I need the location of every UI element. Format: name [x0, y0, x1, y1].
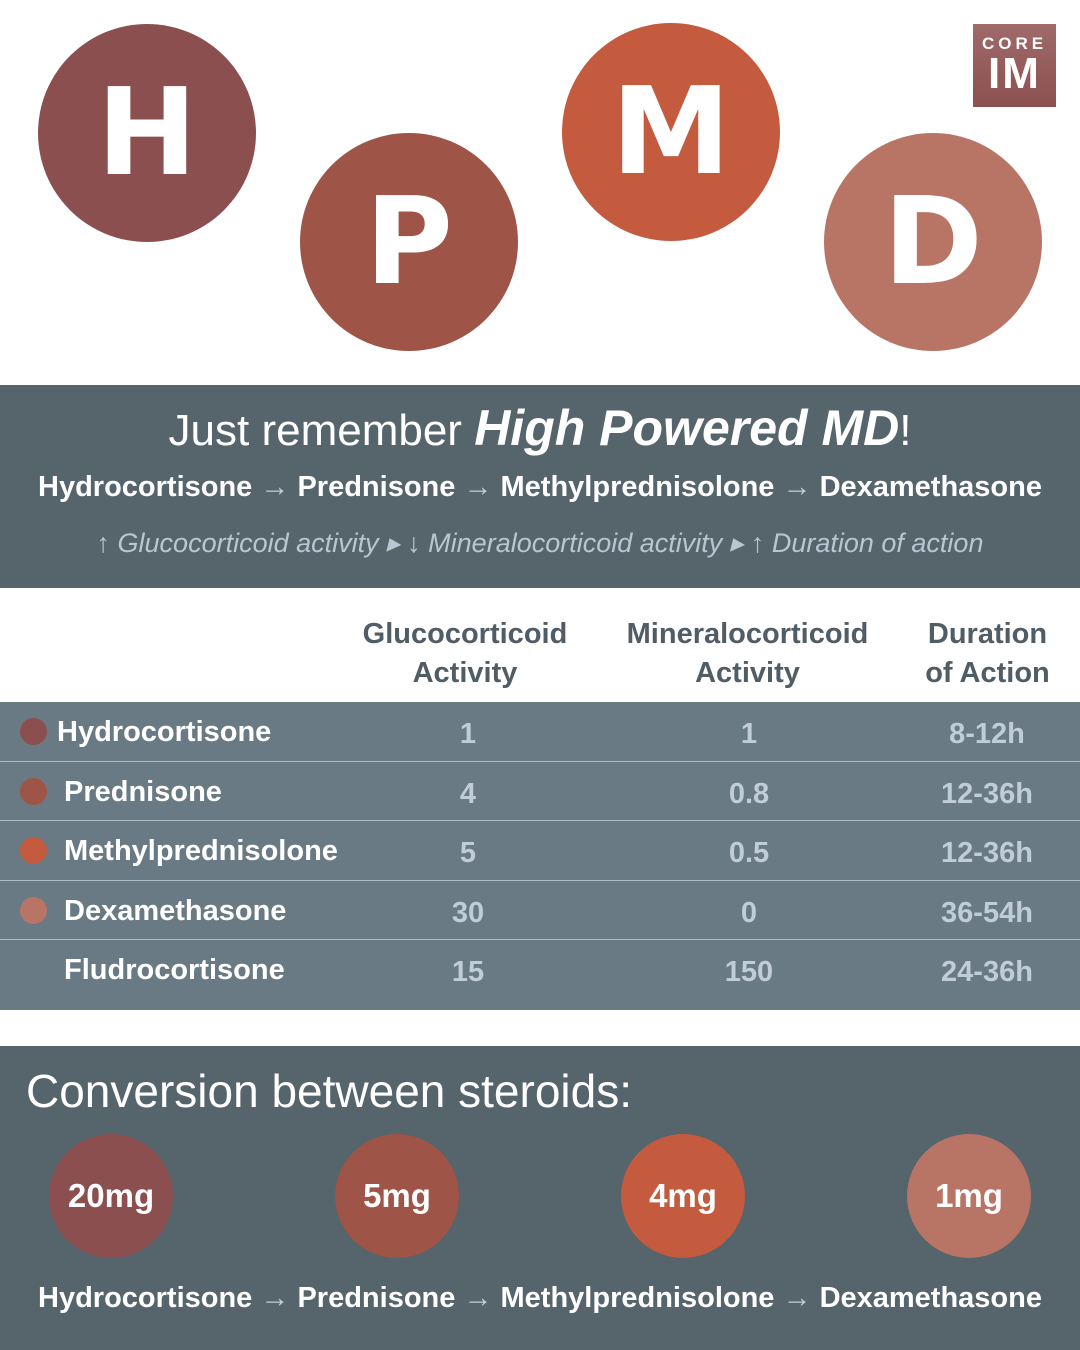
- letter-h-circle: H: [38, 24, 256, 242]
- letter-p-circle: P: [300, 133, 518, 351]
- table-header: Glucocorticoid Activity Mineralocorticoid…: [362, 618, 1050, 689]
- color-dot: [20, 718, 47, 745]
- gluco-value: 5: [459, 837, 477, 870]
- logo-top: CORE: [981, 34, 1048, 53]
- mineralo-value: 0: [740, 896, 758, 929]
- conversion-panel: Conversion between steroids: 20mg 5mg 4m…: [0, 1046, 1080, 1350]
- gluco-value: 1: [459, 718, 477, 750]
- dose-methylprednisolone: 4mg: [621, 1134, 745, 1258]
- steroid-table: Hydrocortisone 1 1 8-12h Prednisone 4 0.8 12-36…: [0, 702, 1080, 1010]
- gluco-value: 30: [451, 896, 485, 929]
- conversion-title: Conversion between steroids:: [26, 1065, 632, 1117]
- color-dot: [20, 896, 47, 924]
- table-row: Hydrocortisone 1 1 8-12h: [0, 702, 1080, 762]
- banner-title: Just remember High Powered MD!: [168, 400, 912, 456]
- drug-name: Dexamethasone: [64, 894, 287, 927]
- gluco-value: 4: [459, 777, 477, 810]
- duration-value: 8-12h: [949, 718, 1025, 750]
- mineralo-value: 0.5: [728, 837, 770, 870]
- table-row: Methylprednisolone 5 0.5 12-36h: [0, 821, 1080, 881]
- conversion-flow: Hydrocortisone → Prednisone → Methylpred…: [38, 1282, 1042, 1314]
- table-row: Dexamethasone 30 0 36-54h: [0, 881, 1080, 941]
- table-row: Prednisone 4 0.8 12-36h: [0, 762, 1080, 822]
- duration-value: 12-36h: [941, 777, 1033, 810]
- drug-name: Prednisone: [64, 775, 222, 808]
- dose-dexamethasone: 1mg: [907, 1134, 1031, 1258]
- drug-name: Methylprednisolone: [64, 835, 338, 868]
- mineralo-value: 1: [740, 718, 758, 750]
- duration-value: 12-36h: [941, 837, 1033, 870]
- drug-name: Fludrocortisone: [64, 954, 285, 987]
- dose-prednisone: 5mg: [335, 1134, 459, 1258]
- banner-subtitle: ↑ Glucocorticoid activity ▸ ↓ Mineraloco…: [96, 528, 984, 558]
- mnemonic-banner: Just remember High Powered MD! Hydrocort…: [0, 385, 1080, 588]
- core-im-logo: CORE IM: [973, 24, 1056, 107]
- mineralo-value: 150: [724, 956, 774, 989]
- color-dot: [20, 777, 47, 805]
- letter-d-circle: D: [824, 133, 1042, 351]
- duration-value: 24-36h: [941, 956, 1033, 989]
- logo-bottom: IM: [988, 49, 1041, 98]
- letter-m-circle: M: [562, 23, 780, 241]
- dose-hydrocortisone: 20mg: [49, 1134, 173, 1258]
- drug-name: Hydrocortisone: [57, 716, 272, 748]
- table-row: Fludrocortisone 15 150 24-36h: [0, 940, 1080, 1000]
- steroid-flow: Hydrocortisone → Prednisone → Methylpred…: [38, 471, 1042, 503]
- duration-value: 36-54h: [941, 896, 1033, 929]
- mineralo-value: 0.8: [728, 777, 770, 810]
- gluco-value: 15: [451, 956, 485, 989]
- color-dot: [20, 837, 47, 865]
